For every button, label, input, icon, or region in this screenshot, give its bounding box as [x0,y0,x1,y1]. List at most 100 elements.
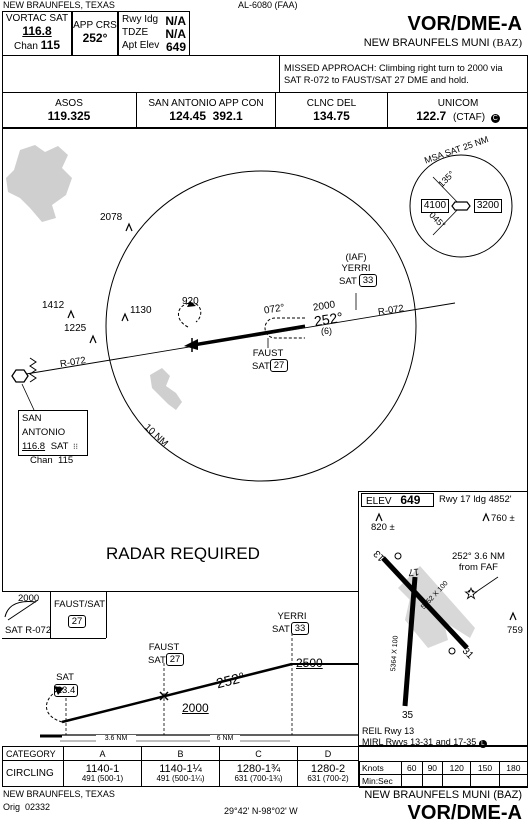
elev-box: ELEV 649 [361,493,434,507]
rwy-idg-value: N/A [165,14,186,28]
faf-note-2: from FAF [458,562,498,573]
comm-unicom-name: UNICOM [437,98,479,109]
minimums-right-border [527,746,528,786]
rwy13-reil-icon [394,552,402,560]
obstacle-2078-icon [125,222,133,232]
radar-required: RADAR REQUIRED [106,544,260,563]
reil-note: REIL Rwy 13 [362,726,415,736]
rwy-idg-label: Rwy Idg [122,14,159,25]
sa-freq-line: 116.8 SAT ⁝⁝ [22,440,84,454]
faust-name: FAUST [252,348,284,359]
vortac-zigzag [29,357,37,383]
taxiway-area [398,566,475,638]
runway-13-31 [381,556,469,650]
rwy31-reil-icon [448,647,456,655]
comm-unicom: UNICOM 122.7 (CTAF) C [388,98,528,123]
city-area [6,145,72,222]
chart-id: AL-6080 (FAA) [238,0,298,10]
comm-app-con-name: SAN ANTONIO APP CON [148,98,264,109]
footer-title: VOR/DME-A [407,802,522,824]
profile-hold-icon [4,601,37,618]
circling-a: 1140-1 491 (500-1) [63,760,142,787]
minsec-label: Min:Sec [359,774,402,788]
knots-label: Knots [359,761,402,775]
minsec-150 [470,774,500,788]
missed-hold-pattern [178,302,202,328]
ctaf-c-icon: C [490,114,500,123]
yerri-name: YERRI [341,263,371,274]
vortac-chan-label: Chan [13,41,38,52]
cat-a: A [63,746,142,761]
profile-fix-x-icon [159,691,169,701]
footer-location: NEW BRAUNFELS, TEXAS [3,789,115,799]
chart-title: VOR/DME-A [407,13,522,35]
cat-b: B [141,746,220,761]
profile-yerri-sat: SAT [272,624,290,635]
airport-id: (BAZ) [492,37,522,49]
comm-unicom-freq: 122.7 [416,109,447,123]
missed-hold-arrow [187,301,196,307]
circling-d-sub: 631 (700-2) [307,773,349,783]
minsec-90 [421,774,444,788]
comms-divider-3 [387,92,388,128]
obstacle-1225-icon [89,334,97,344]
minimums-bottom-border [2,786,528,787]
yerri-iaf: (IAF) [345,252,367,263]
airport-star-icon [464,586,478,600]
yerri-fix: (IAF) YERRI [336,252,376,274]
apron-area [405,598,448,648]
profile-yerri-dme: 33 [291,622,309,635]
tdze-value: N/A [165,27,186,41]
san-antonio-box: SAN ANTONIO 116.8 SAT ⁝⁝ Chan 115 [18,410,88,466]
msa-right-box: 3200 [474,199,502,213]
msa-vortac-icon [451,201,471,211]
mirl-note-text: MIRL Rwys 13-31 and 17-35 [362,737,477,747]
profile-hold-divider-3 [106,592,107,638]
sa-name: SAN ANTONIO [22,413,66,438]
missed-climb-arrowhead [54,686,64,695]
tdze-label: TDZE [122,27,149,38]
msa-divider-1 [432,176,462,207]
circling-label: CIRCLING [2,760,64,787]
vortac-label: VORTAC SAT [5,13,69,24]
obstacle-1225-label: 1225 [64,323,87,334]
profile-faust-dme: 27 [166,653,184,666]
circling-d: 1280-2 631 (700-2) [297,760,359,787]
app-crs-value: 252° [82,31,108,45]
profile-hold-divider-2 [2,638,106,639]
msa-divider-2 [432,205,462,236]
speed-60: 60 [401,761,423,775]
circling-a-sub: 491 (500-1) [81,773,124,783]
profile-alt-2000: 2000 [182,701,209,715]
profile-hold-alt: 2000 [18,593,40,604]
comm-clnc-del-name: CLNC DEL [306,98,357,109]
comm-clnc-del-freq: 134.75 [313,109,350,123]
comms-bar [2,92,528,128]
profile-hold-arc [7,599,39,621]
rwy17-label: 17 [407,565,420,578]
circling-d-main: 1280-2 [310,762,346,775]
elev-label: ELEV [366,496,392,507]
profile-descent-path [61,662,293,724]
obs-759: 759 [507,625,523,636]
mirl-l-icon: L [478,740,487,748]
profile-hold-fix: FAUST/SAT [54,599,106,610]
speed-table: Knots 60 90 120 150 180 Min:Sec [359,761,529,788]
profile-hold-divider [50,592,51,638]
faf-note-1: 252° 3.6 NM [452,551,505,562]
airport-name: NEW BRAUNFELS MUNI (BAZ) [364,37,522,49]
morse-code-icon: ⁝⁝ [72,442,79,451]
circling-c-sub: 631 (700-1¾) [234,773,283,783]
sa-id: SAT [50,441,69,452]
minsec-180 [498,774,529,788]
obstacle-759-icon [509,611,517,621]
cat-d: D [297,746,359,761]
faust-sat: SAT [252,361,270,372]
circling-c-main: 1280-1¾ [236,762,281,775]
obs-820: 820 ± [371,522,395,533]
vortac-chan: Chan 115 [3,38,71,52]
missed-approach-line1: MISSED APPROACH: Climbing right turn to … [284,63,503,73]
rwy-info: Rwy 17 ldg 4852' [439,494,512,505]
comms-divider-1 [136,92,137,128]
